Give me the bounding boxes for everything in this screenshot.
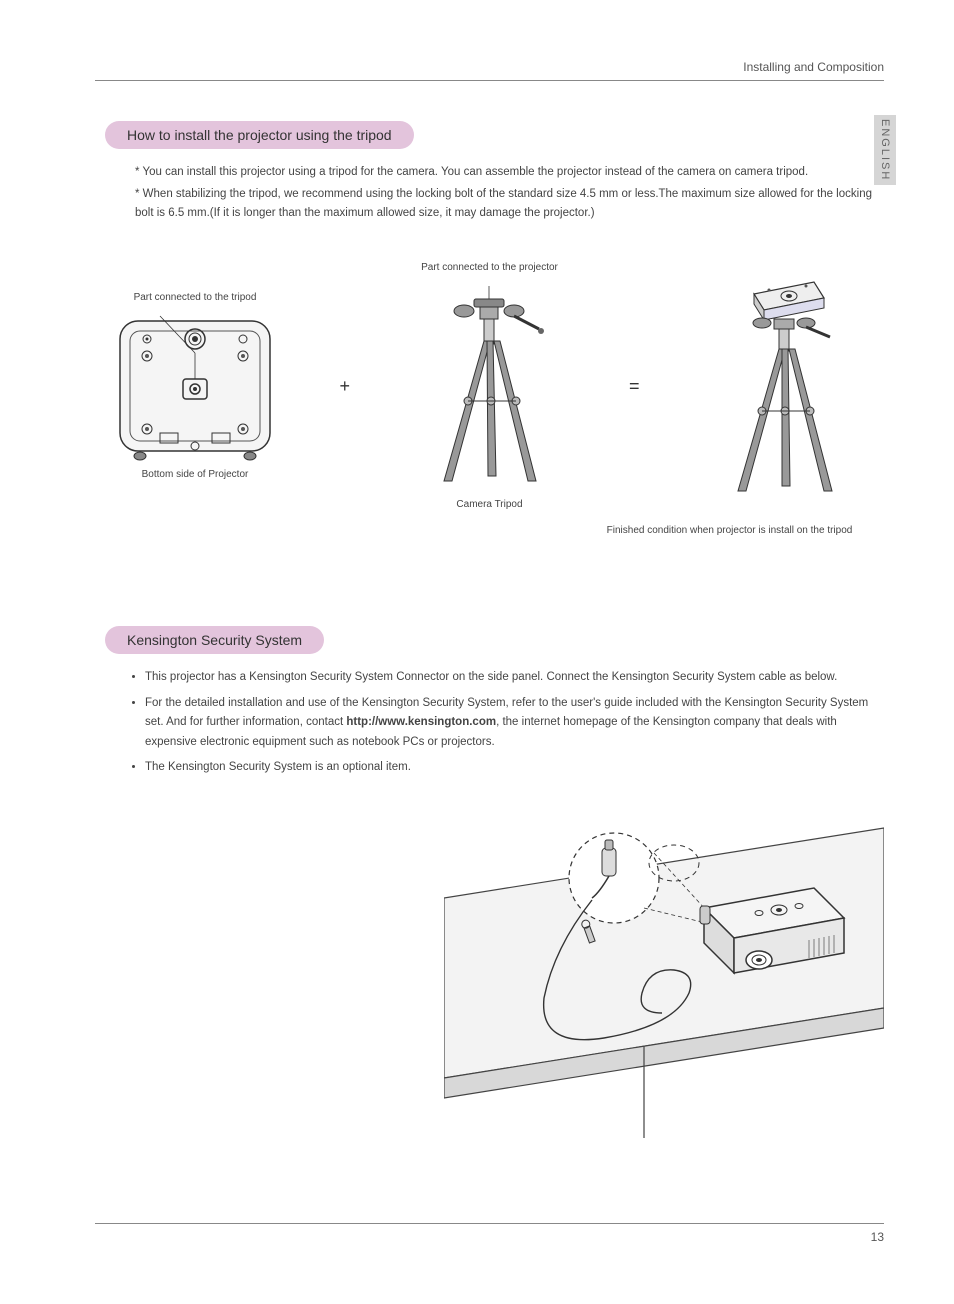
tripod-notes: * You can install this projector using a… (135, 163, 874, 222)
kensington-bullets: This projector has a Kensington Security… (145, 668, 874, 778)
page-number: 13 (871, 1230, 884, 1244)
tripod-note-1: * You can install this projector using a… (135, 163, 874, 181)
page: Installing and Composition ENGLISH How t… (0, 0, 954, 1304)
kensington-svg (444, 798, 884, 1138)
tripod-diagram-row: Part connected to the tripod (95, 262, 884, 510)
caption-tripod-connection: Part connected to the tripod (134, 292, 257, 303)
kensington-bullet-1: This projector has a Kensington Security… (145, 668, 874, 688)
diagram-projector-bottom: Part connected to the tripod (105, 292, 285, 480)
section-tripod: How to install the projector using the t… (95, 121, 884, 536)
kensington-bullet-2: For the detailed installation and use of… (145, 694, 874, 753)
diagram-assembled (694, 271, 874, 501)
plus-operator: + (333, 376, 356, 397)
assembled-svg (694, 271, 874, 501)
caption-camera-tripod: Camera Tripod (456, 499, 522, 510)
section-heading-kensington: Kensington Security System (105, 626, 324, 654)
section-heading-tripod: How to install the projector using the t… (105, 121, 414, 149)
tripod-note-2: * When stabilizing the tripod, we recomm… (135, 185, 874, 222)
equals-operator: = (623, 376, 646, 397)
header-section-title: Installing and Composition (95, 60, 884, 81)
kensington-diagram (95, 798, 884, 1138)
section-kensington: Kensington Security System This projecto… (95, 626, 884, 1138)
language-tab-label: ENGLISH (879, 119, 891, 181)
caption-bottom-side: Bottom side of Projector (142, 469, 249, 480)
projector-bottom-svg (105, 311, 285, 461)
tripod-svg (404, 281, 574, 491)
caption-projector-connection: Part connected to the projector (421, 262, 558, 273)
page-footer: 13 (95, 1223, 884, 1244)
language-tab: ENGLISH (874, 115, 896, 185)
diagram-tripod: Part connected to the projector (404, 262, 574, 510)
kensington-bullet-3: The Kensington Security System is an opt… (145, 758, 874, 778)
caption-finished: Finished condition when projector is ins… (575, 525, 884, 536)
